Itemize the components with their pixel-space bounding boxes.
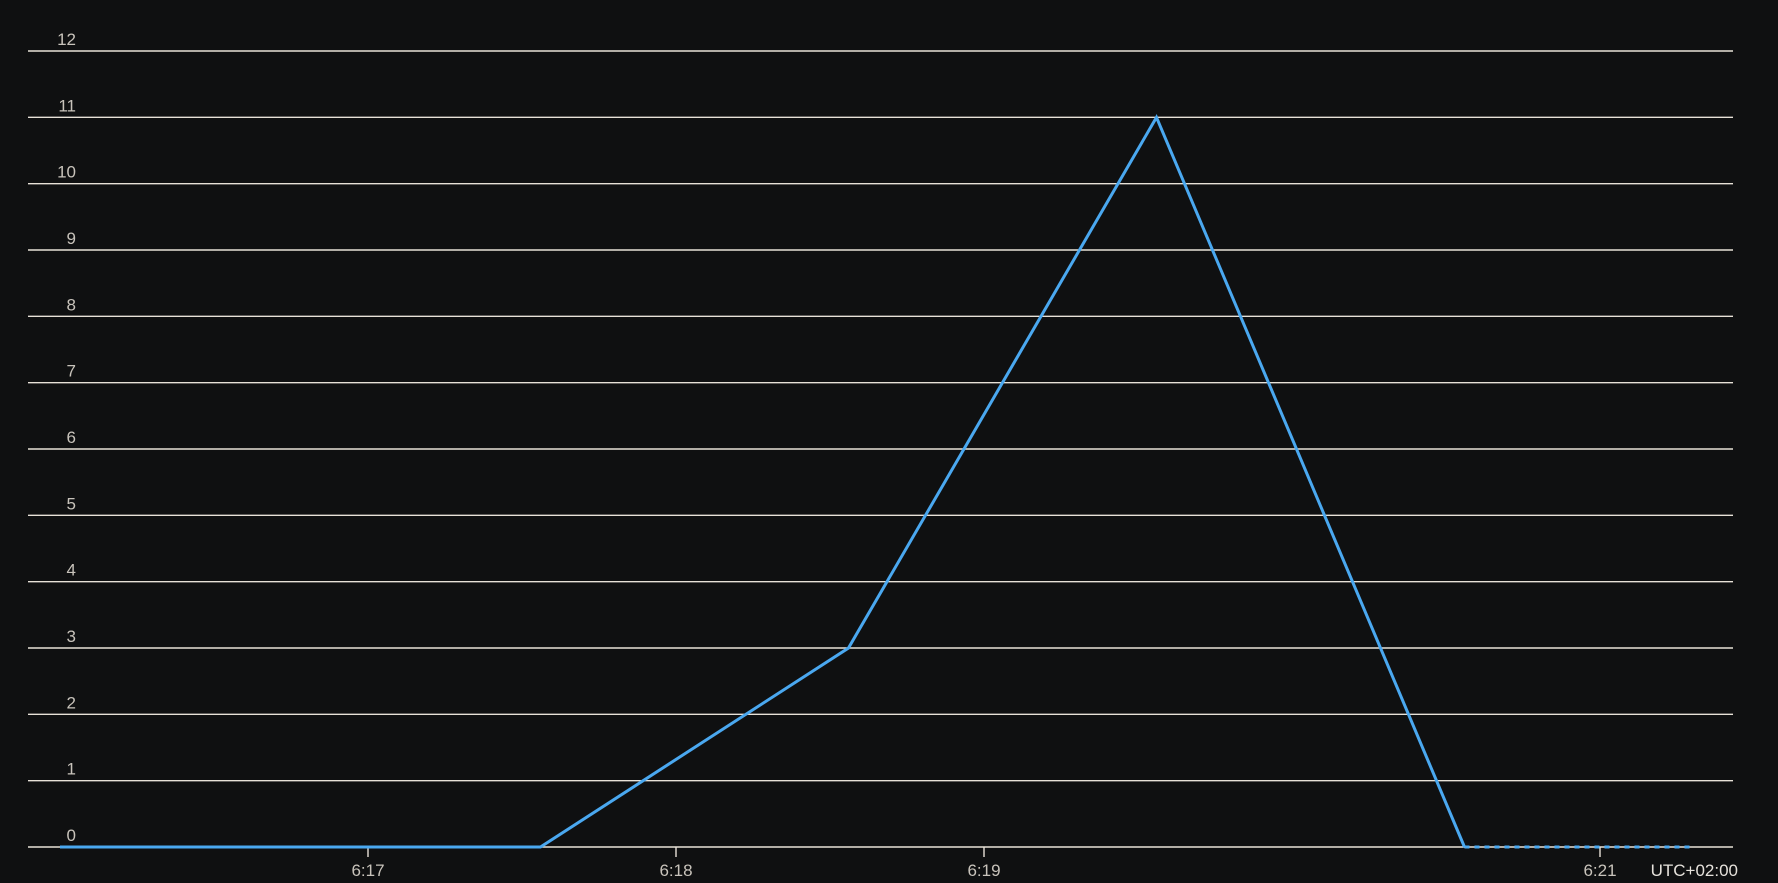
- y-tick-label-1: 1: [67, 760, 76, 779]
- x-tick-label-6:21: 6:21: [1583, 861, 1616, 880]
- y-tick-label-8: 8: [67, 295, 76, 314]
- y-tick-label-4: 4: [67, 561, 76, 580]
- y-tick-label-7: 7: [67, 362, 76, 381]
- y-tick-label-12: 12: [57, 30, 76, 49]
- y-tick-label-3: 3: [67, 627, 76, 646]
- x-tick-label-6:17: 6:17: [351, 861, 384, 880]
- y-tick-label-6: 6: [67, 428, 76, 447]
- series-line-0: [60, 113, 1466, 849]
- x-tick-label-6:19: 6:19: [967, 861, 1000, 880]
- y-tick-label-0: 0: [67, 826, 76, 845]
- data-point-6:19:30: [1153, 114, 1159, 120]
- x-tick-label-6:18: 6:18: [659, 861, 692, 880]
- data-point-6:17:30: [537, 844, 543, 850]
- y-tick-label-9: 9: [67, 229, 76, 248]
- data-point-6:20:30: [1461, 844, 1467, 850]
- data-point-6:18:30: [845, 645, 851, 651]
- y-tick-label-10: 10: [57, 163, 76, 182]
- y-tick-label-2: 2: [67, 693, 76, 712]
- data-point-6:17: [365, 844, 371, 850]
- timezone-label: UTC+02:00: [1651, 861, 1738, 880]
- data-point-6:16: [57, 844, 63, 850]
- y-tick-label-5: 5: [67, 494, 76, 513]
- y-tick-label-11: 11: [58, 96, 76, 115]
